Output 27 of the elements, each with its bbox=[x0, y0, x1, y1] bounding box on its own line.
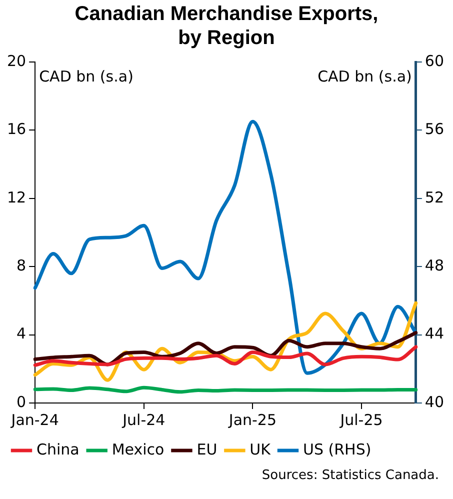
y2-tick-label: 56 bbox=[424, 120, 444, 138]
y2-tick-label: 60 bbox=[424, 52, 444, 70]
y-tick-label: 12 bbox=[6, 188, 26, 206]
x-tick-label: Jan-25 bbox=[228, 410, 277, 429]
source-note: Sources: Statistics Canada. bbox=[260, 468, 440, 483]
x-tick-label: Jul-25 bbox=[339, 410, 383, 429]
legend-label: EU bbox=[196, 440, 218, 458]
x-tick-label: Jan-24 bbox=[10, 410, 59, 429]
y2-tick-label: 44 bbox=[424, 324, 444, 343]
y2-tick-label: 48 bbox=[424, 256, 444, 274]
y-tick-label: 4 bbox=[16, 324, 26, 343]
legend-label: Mexico bbox=[112, 440, 164, 458]
y-tick-label: 0 bbox=[16, 392, 26, 411]
x-tick-label: Jul-24 bbox=[122, 410, 166, 429]
y-axis-title: CAD bn (s.a) bbox=[39, 67, 134, 86]
y2-axis-title: CAD bn (s.a) bbox=[318, 67, 412, 86]
y2-tick-label: 52 bbox=[424, 188, 444, 206]
y2-tick-label: 40 bbox=[424, 392, 444, 411]
line-series bbox=[33, 345, 418, 367]
y-tick-label: 16 bbox=[6, 120, 26, 138]
legend-label: US (RHS) bbox=[302, 440, 372, 458]
line-series bbox=[33, 120, 418, 375]
chart-title: Canadian Merchandise Exports, by Region bbox=[74, 2, 380, 50]
legend-label: UK bbox=[250, 440, 272, 458]
legend-label: China bbox=[36, 440, 80, 458]
y-tick-label: 20 bbox=[6, 52, 26, 70]
y-tick-label: 8 bbox=[16, 256, 26, 274]
